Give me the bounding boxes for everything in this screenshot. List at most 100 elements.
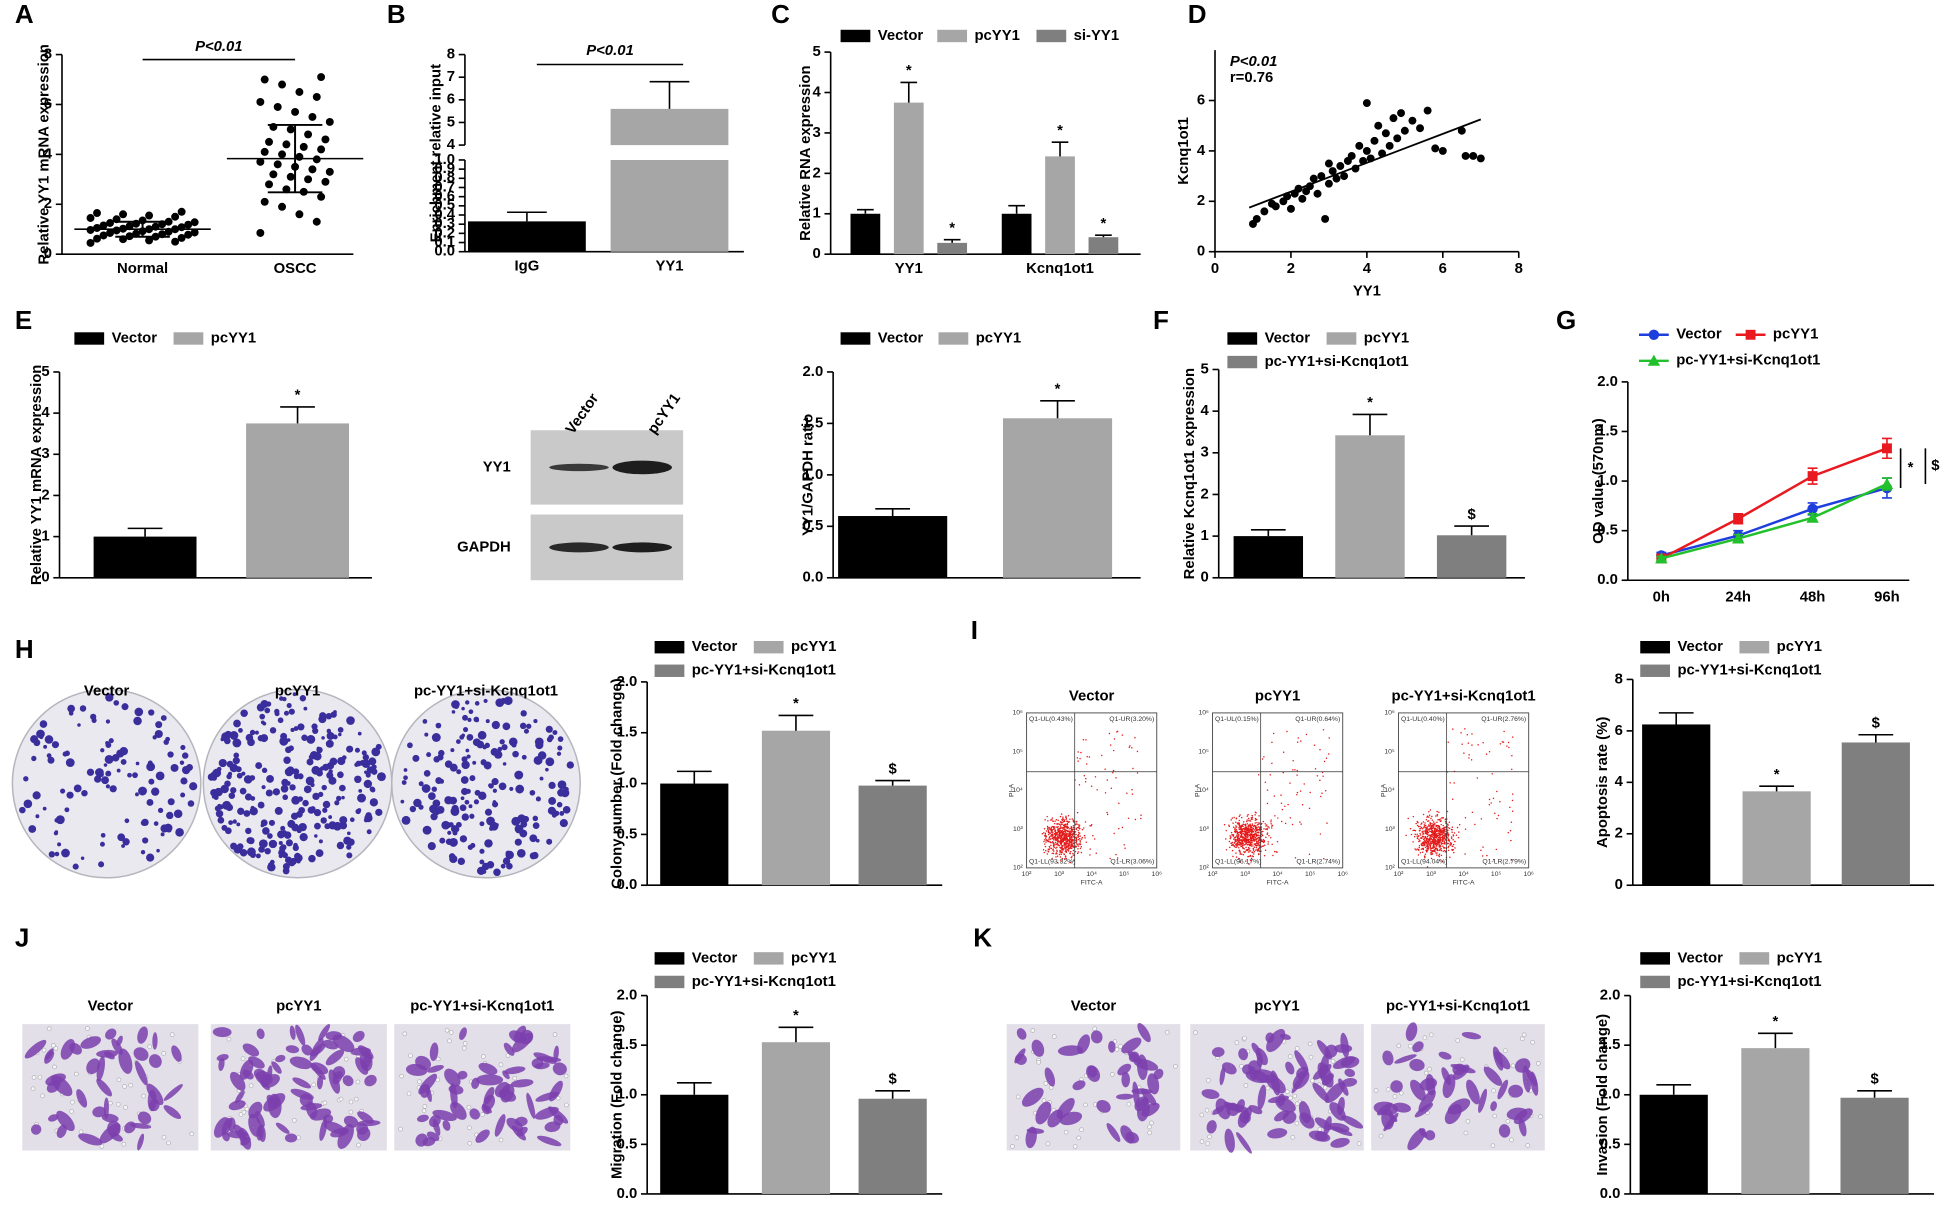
- flow-event: [1053, 839, 1055, 841]
- y-tick-label: 0.5: [803, 518, 824, 534]
- cell: [536, 1056, 562, 1063]
- point: [282, 140, 291, 149]
- flow-event: [1510, 859, 1513, 861]
- flow-event: [1077, 829, 1079, 832]
- flow-event: [1240, 843, 1242, 845]
- pore: [481, 1054, 486, 1059]
- flow-event: [1267, 841, 1269, 843]
- cell: [1331, 1126, 1353, 1137]
- flow-event: [1233, 816, 1235, 819]
- flow-event: [1323, 857, 1325, 860]
- point: [119, 210, 128, 219]
- quadrant-label: Q1-LR(3.06%): [1110, 858, 1154, 865]
- y-tick-label: 0.0: [1597, 572, 1618, 588]
- cell: [1277, 1093, 1286, 1107]
- pore: [1373, 1088, 1379, 1093]
- flow-event: [1417, 854, 1420, 856]
- flow-event: [1065, 857, 1068, 860]
- pore: [421, 1108, 427, 1114]
- cell: [457, 1070, 468, 1080]
- point: [1400, 126, 1409, 135]
- point: [325, 117, 334, 126]
- error-bar: [507, 211, 547, 222]
- pore: [1538, 1114, 1543, 1119]
- flow-event: [1507, 832, 1510, 834]
- flow-event: [1240, 816, 1243, 819]
- colony: [346, 745, 354, 753]
- colony: [441, 820, 450, 830]
- y-axis-label: Enrichment relative input: [428, 64, 444, 242]
- colony: [160, 715, 167, 721]
- flow-event: [1428, 811, 1430, 813]
- flow-event: [1228, 824, 1230, 827]
- flow-event: [1425, 837, 1428, 840]
- legend-label: pc-YY1+si-Kcnq1ot1: [1677, 974, 1821, 990]
- y-tick-label: 0.0: [803, 570, 824, 586]
- colony: [319, 712, 327, 720]
- flow-event: [1065, 832, 1067, 834]
- flow-event: [1246, 823, 1249, 825]
- flow-event: [1442, 830, 1444, 833]
- pore: [402, 1031, 408, 1037]
- x-tick-label: 8: [1515, 261, 1523, 277]
- flow-event: [1053, 832, 1056, 835]
- colony: [433, 756, 440, 763]
- x-tick-label: 48h: [1800, 590, 1826, 606]
- y-tick-label: 0.0: [617, 1186, 638, 1202]
- flow-event: [1250, 841, 1252, 843]
- flow-event: [1422, 844, 1424, 847]
- colony: [457, 857, 466, 866]
- flow-event: [1247, 817, 1250, 820]
- flow-event: [1239, 853, 1242, 855]
- flow-event: [1075, 845, 1078, 848]
- colony: [377, 772, 386, 782]
- flow-event: [1255, 844, 1257, 847]
- flow-event: [1436, 830, 1439, 832]
- cell: [266, 1094, 276, 1106]
- flow-event: [1292, 760, 1294, 762]
- y-tick-label: 0.5: [1597, 523, 1618, 539]
- colony: [155, 771, 165, 781]
- flow-event: [1429, 809, 1432, 811]
- y-tick-label: 0: [1197, 244, 1205, 260]
- colony: [214, 787, 223, 797]
- flow-event: [1134, 818, 1137, 821]
- flow-event: [1053, 845, 1055, 847]
- pore: [355, 1079, 361, 1085]
- flow-event: [1456, 826, 1459, 829]
- flow-event: [1070, 847, 1072, 849]
- flow-event: [1052, 828, 1054, 831]
- annotation: P<0.01: [195, 39, 243, 55]
- flow-event: [1427, 845, 1430, 848]
- flow-event: [1444, 851, 1447, 853]
- legend-swatch: [1739, 952, 1770, 965]
- point: [86, 214, 95, 222]
- pore: [1109, 1072, 1115, 1077]
- colony: [557, 780, 567, 790]
- colony: [308, 854, 316, 863]
- flow-event: [1440, 843, 1443, 845]
- flow-event: [1248, 830, 1251, 833]
- flow-event: [1435, 845, 1438, 847]
- image-label: Vector: [1071, 999, 1117, 1015]
- cell: [1442, 1074, 1456, 1099]
- cell: [548, 1080, 563, 1102]
- cell: [1137, 1023, 1151, 1043]
- flow-tick-label: 10⁴: [1086, 871, 1097, 878]
- flow-event: [1506, 745, 1508, 747]
- y-tick-label: 3: [41, 446, 49, 462]
- point: [1397, 109, 1406, 118]
- flow-event: [1240, 831, 1243, 834]
- flow-event: [1270, 827, 1273, 829]
- pore: [1317, 1127, 1323, 1132]
- pore: [31, 1075, 37, 1080]
- colony: [66, 791, 74, 799]
- flow-event: [1068, 828, 1070, 830]
- colony: [322, 800, 331, 809]
- colony: [170, 763, 179, 772]
- flow-event: [1437, 838, 1439, 840]
- flow-event: [1405, 834, 1407, 837]
- pore: [1207, 1134, 1212, 1140]
- point: [1393, 134, 1402, 143]
- flow-event: [1284, 805, 1286, 808]
